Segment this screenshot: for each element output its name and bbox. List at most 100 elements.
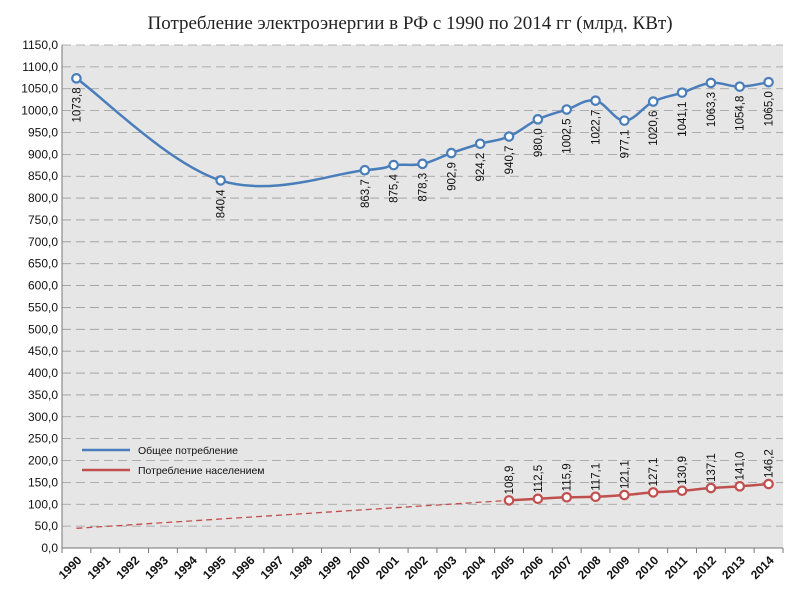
total-point-1995 [215, 175, 226, 186]
household-point-2007 [561, 492, 572, 503]
total-point-2004 [474, 138, 486, 150]
x-tick-label: 2011 [662, 553, 691, 582]
y-tick-label: 550,0 [28, 300, 58, 314]
chart-title: Потребление электроэнергии в РФ с 1990 п… [147, 13, 672, 34]
household-trend-line [76, 499, 510, 529]
y-tick-label: 450,0 [28, 344, 58, 358]
household-label-2014: 146,2 [764, 449, 776, 478]
y-tick-label: 650,0 [28, 257, 58, 271]
legend: Общее потребление Потребление населением [82, 445, 265, 477]
y-tick-label: 100,0 [28, 497, 58, 511]
x-tick-label: 2013 [719, 553, 748, 582]
total-label-1995: 840,4 [216, 189, 228, 218]
total-label-2014: 1065,0 [764, 91, 776, 126]
x-tick-label: 1993 [142, 553, 171, 582]
total-label-2012: 1063,3 [706, 92, 718, 127]
household-point-2010 [647, 487, 659, 498]
x-tick-label: 2009 [604, 553, 633, 582]
x-tick-label: 2007 [546, 553, 575, 582]
x-tick-label: 2000 [344, 553, 373, 582]
total-label-2009: 977,1 [619, 130, 631, 159]
x-tick-label: 1999 [315, 553, 344, 582]
total-label-2008: 1022,7 [591, 110, 603, 145]
total-point-2002 [417, 158, 428, 170]
series-layer [71, 73, 774, 529]
household-point-2005 [503, 495, 515, 506]
y-tick-label: 950,0 [28, 125, 58, 139]
y-tick-label: 800,0 [28, 191, 58, 205]
x-tick-label: 1990 [56, 553, 85, 582]
y-tick-label: 400,0 [28, 366, 58, 380]
total-point-2007 [561, 104, 572, 115]
total-point-2014 [763, 76, 774, 88]
household-point-2014 [763, 478, 774, 490]
x-axis-ticks: 1990 1991 1992 1993 1994 1995 1996 1997 1998 1999… [56, 548, 784, 582]
data-labels: 1073,8 840,4 863,7 875,4 878,3 902,9 924,2 940,… [71, 87, 775, 494]
household-label-2011: 130,9 [677, 456, 689, 485]
total-label-2001: 875,4 [389, 174, 401, 203]
y-tick-label: 500,0 [28, 322, 58, 336]
x-tick-label: 1997 [258, 553, 287, 582]
y-tick-label: 1150,0 [22, 38, 58, 52]
x-tick-label: 1992 [113, 553, 142, 582]
total-label-1990: 1073,8 [71, 87, 83, 122]
y-tick-label: 350,0 [28, 388, 58, 402]
total-label-2010: 1020,6 [648, 111, 660, 146]
legend-label-total: Общее потребление [138, 445, 238, 457]
household-point-2009 [619, 489, 630, 501]
household-label-2007: 115,9 [562, 463, 574, 491]
y-tick-label: 750,0 [28, 213, 58, 227]
total-label-2013: 1054,8 [735, 96, 747, 131]
x-tick-label: 2002 [402, 553, 431, 582]
total-point-2005 [503, 131, 515, 142]
household-label-2012: 137,1 [706, 453, 718, 482]
total-point-1990 [71, 73, 82, 84]
x-tick-label: 1998 [286, 553, 315, 582]
total-label-2005: 940,7 [504, 146, 516, 175]
household-point-2013 [734, 481, 746, 492]
y-tick-label: 50,0 [35, 519, 59, 533]
total-point-2009 [619, 115, 630, 126]
gridlines [61, 44, 783, 549]
x-tick-label: 2010 [633, 553, 662, 582]
x-tick-label: 2014 [748, 553, 777, 582]
total-point-2012 [705, 77, 717, 89]
y-tick-label: 1050,0 [21, 82, 58, 96]
y-tick-label: 900,0 [28, 147, 58, 161]
y-tick-label: 300,0 [28, 410, 58, 424]
x-tick-label: 1991 [85, 553, 114, 582]
household-label-2006: 112,5 [533, 465, 545, 493]
household-label-2013: 141,0 [735, 452, 747, 481]
y-tick-label: 700,0 [28, 235, 58, 249]
household-label-2005: 108,9 [504, 466, 516, 495]
x-tick-label: 2003 [431, 553, 460, 582]
y-tick-label: 1000,0 [21, 104, 58, 118]
x-tick-label: 1995 [200, 553, 229, 582]
household-point-2006 [532, 493, 544, 505]
x-tick-label: 2001 [373, 553, 402, 582]
total-label-2011: 1041,1 [677, 102, 689, 137]
household-label-2010: 127,1 [648, 458, 660, 487]
x-tick-label: 2005 [488, 553, 517, 582]
total-label-2000: 863,7 [360, 179, 372, 208]
y-axis-ticks: 0,0 50,0 100,0 150,0 200,0 250,0 300,0 350,0 400… [21, 38, 58, 555]
total-point-2008 [590, 95, 601, 106]
total-label-2002: 878,3 [418, 173, 430, 202]
y-tick-label: 1100,0 [22, 60, 58, 74]
household-label-2008: 117,1 [591, 463, 603, 491]
household-point-2008 [590, 491, 601, 503]
total-point-2011 [676, 87, 688, 98]
y-tick-label: 200,0 [28, 454, 58, 468]
y-tick-label: 150,0 [28, 475, 58, 489]
x-tick-label: 2012 [690, 553, 719, 582]
household-point-2011 [676, 485, 688, 497]
y-tick-label: 600,0 [28, 279, 58, 293]
y-tick-label: 0,0 [41, 541, 58, 555]
series-line-household [508, 482, 769, 502]
household-point-2012 [705, 482, 717, 494]
legend-label-household: Потребление населением [138, 465, 265, 477]
x-tick-label: 2008 [575, 553, 604, 582]
y-tick-label: 250,0 [28, 432, 58, 446]
x-tick-label: 2006 [517, 553, 546, 582]
total-point-2003 [446, 147, 457, 159]
